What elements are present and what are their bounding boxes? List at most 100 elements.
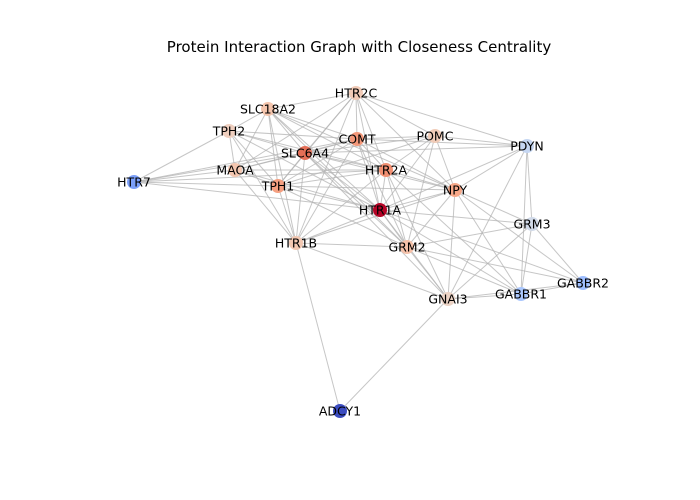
node-slc18a2 [261, 102, 275, 116]
edge-npy-gnai3 [447, 189, 456, 300]
edge-maoa-htr1a [234, 169, 381, 211]
edge-htr1b-gnai3 [295, 242, 449, 300]
node-label-pomc: POMC [417, 129, 454, 144]
edge-npy-gabbr2 [454, 189, 584, 284]
edge-grm3-gabbr2 [531, 223, 584, 284]
node-label-htr7: HTR7 [117, 175, 151, 190]
edge-tph1-htr7 [133, 181, 279, 187]
edge-pomc-htr1a [379, 135, 436, 211]
edge-grm2-gabbr2 [406, 246, 584, 284]
edge-pomc-tph1 [277, 135, 436, 187]
node-tph1 [271, 179, 285, 193]
label-layer: HTR2C SLC18A2 TPH2 COMT POMC PDYN SLC6A4 HTR2A M… [117, 86, 609, 419]
edge-slc6a4-htr1b [295, 152, 306, 244]
edge-maoa-tph1 [234, 169, 279, 187]
edge-htr2a-htr1b [295, 169, 387, 244]
edge-slc6a4-htr7 [133, 152, 306, 183]
node-label-slc18a2: SLC18A2 [240, 102, 296, 117]
edge-htr2c-htr1b [295, 92, 357, 244]
node-grm3 [525, 217, 539, 231]
edge-htr2c-slc18a2 [267, 92, 357, 110]
edge-tph2-comt [228, 130, 358, 140]
node-label-tph2: TPH2 [212, 124, 246, 139]
edge-grm3-gnai3 [447, 223, 533, 300]
edge-gnai3-gabbr1 [447, 293, 522, 300]
edge-grm3-grm2 [406, 223, 533, 248]
edge-npy-htr1a [379, 189, 456, 211]
edge-htr1b-adcy1 [295, 242, 341, 412]
edge-htr1a-gabbr2 [379, 209, 584, 284]
edge-slc18a2-tph1 [267, 108, 279, 187]
edge-comt-htr7 [133, 138, 358, 183]
edge-slc18a2-comt [267, 108, 358, 140]
node-label-maoa: MAOA [216, 163, 254, 178]
edge-slc18a2-maoa [234, 108, 269, 171]
edge-npy-htr1b [295, 189, 456, 244]
node-htr1a [373, 203, 387, 217]
node-label-slc6a4: SLC6A4 [281, 146, 329, 161]
node-gnai3 [441, 292, 455, 306]
edge-pomc-npy [434, 135, 456, 191]
node-htr1b [289, 236, 303, 250]
edge-pdyn-grm3 [526, 145, 533, 225]
edge-htr2c-maoa [234, 92, 357, 171]
node-htr2a [379, 163, 393, 177]
edge-pdyn-gnai3 [447, 145, 528, 300]
edge-htr2a-htr7 [133, 169, 387, 183]
edge-grm2-gnai3 [406, 246, 449, 300]
edge-gnai3-adcy1 [339, 298, 449, 412]
edge-comt-pdyn [356, 138, 528, 147]
edge-slc18a2-tph2 [228, 108, 269, 132]
edge-htr1a-htr1b [295, 209, 381, 244]
edge-comt-npy [356, 138, 456, 191]
node-label-grm2: GRM2 [388, 240, 425, 255]
edge-slc18a2-htr1b [267, 108, 297, 244]
node-label-htr2c: HTR2C [335, 86, 378, 101]
node-comt [350, 132, 364, 146]
node-label-htr2a: HTR2A [365, 163, 408, 178]
node-label-gnai3: GNAI3 [428, 292, 467, 307]
edge-tph1-htr1b [277, 185, 297, 244]
edge-slc18a2-htr1a [267, 108, 381, 211]
edge-comt-htr1b [295, 138, 358, 244]
edge-htr1a-grm3 [379, 209, 533, 225]
edge-slc18a2-slc6a4 [267, 108, 306, 154]
node-label-gabbr2: GABBR2 [557, 276, 609, 291]
node-label-pdyn: PDYN [510, 139, 543, 154]
edge-htr2c-npy [355, 92, 456, 191]
edge-maoa-htr1b [234, 169, 297, 244]
edge-htr2c-pdyn [355, 92, 528, 147]
node-grm2 [400, 240, 414, 254]
edge-slc6a4-grm2 [304, 152, 408, 248]
edge-tph2-slc6a4 [228, 130, 306, 154]
node-label-htr1b: HTR1B [275, 236, 317, 251]
edge-npy-gabbr1 [454, 189, 522, 295]
edge-comt-pomc [356, 135, 436, 140]
node-label-comt: COMT [339, 132, 376, 147]
node-label-grm3: GRM3 [513, 217, 550, 232]
edge-htr2a-tph1 [277, 169, 387, 187]
node-pdyn [520, 139, 534, 153]
node-label-npy: NPY [443, 183, 468, 198]
node-gabbr2 [576, 276, 590, 290]
edge-htr1b-grm2 [295, 242, 408, 248]
edge-pomc-htr2a [385, 135, 436, 171]
node-gabbr1 [514, 287, 528, 301]
node-slc6a4 [298, 146, 312, 160]
edge-htr7-htr1a [133, 181, 381, 211]
edge-tph1-npy [277, 185, 456, 191]
node-adcy1 [333, 404, 347, 418]
edge-slc6a4-htr1a [304, 152, 381, 211]
edge-pdyn-slc6a4 [304, 145, 528, 154]
edge-comt-htr2a [356, 138, 387, 171]
edge-htr2a-npy [385, 169, 456, 191]
edge-tph2-htr7 [133, 130, 230, 183]
edge-comt-grm2 [356, 138, 408, 248]
edge-gabbr1-gabbr2 [520, 282, 584, 295]
node-label-gabbr1: GABBR1 [495, 287, 547, 302]
edge-tph1-grm2 [277, 185, 408, 248]
node-htr7 [127, 175, 141, 189]
node-npy [448, 183, 462, 197]
node-htr2c [349, 86, 363, 100]
edge-tph2-htr1b [228, 130, 297, 244]
